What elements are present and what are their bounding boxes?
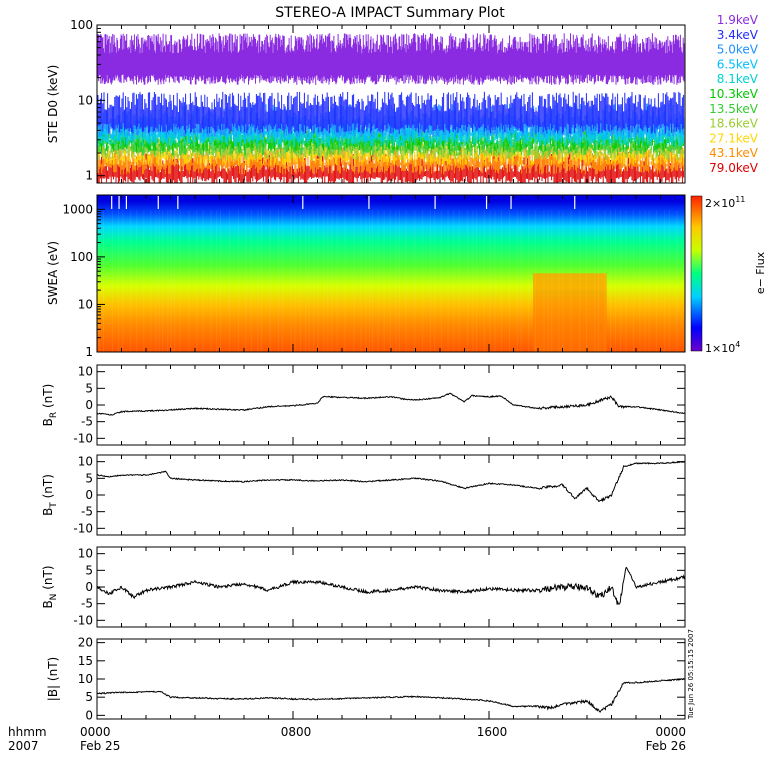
legend-43.1keV: 43.1keV <box>709 146 759 160</box>
bmag-ytick-label: 0 <box>85 708 93 722</box>
bmag-ytick-label: 20 <box>78 636 93 650</box>
bn-ytick-label: -10 <box>73 613 93 627</box>
br-panel: -10 -5 0 5 10 BR (nT) <box>41 364 686 446</box>
br-ytick-label: -5 <box>81 415 93 429</box>
br-ticks: -10 -5 0 5 10 <box>73 365 685 445</box>
legend-10.3keV: 10.3keV <box>709 87 759 101</box>
swea-ytick-label: 1000 <box>62 202 93 216</box>
br-ytick-label: 0 <box>85 398 93 412</box>
bn-ticks: -10 -5 0 5 10 <box>73 547 685 627</box>
tick-label-end: 0000 <box>655 725 686 739</box>
chart-title: STEREO-A IMPACT Summary Plot <box>275 5 505 21</box>
bn-ytick-label: 5 <box>85 563 93 577</box>
time-ticks <box>96 25 686 719</box>
br-frame <box>96 364 686 446</box>
colorbar-max-label: 2×1011 <box>705 195 745 210</box>
ste-bands <box>97 33 685 183</box>
bn-ylabel: BN (nT) <box>41 565 59 608</box>
br-ytick-label: -10 <box>73 431 93 445</box>
swea-enhancement-band <box>533 273 607 291</box>
ste-ytick-label: 10 <box>78 93 93 107</box>
legend-18.6keV: 18.6keV <box>709 117 759 131</box>
br-ytick-label: 5 <box>85 381 93 395</box>
ste-series-1.9keV <box>97 33 685 85</box>
swea-ytick-label: 10 <box>78 297 93 311</box>
legend-13.5keV: 13.5keV <box>709 102 759 116</box>
bn-line <box>96 566 686 605</box>
bn-ytick-label: 10 <box>78 547 93 561</box>
swea-panel: 1 10 100 1000 SWEA (eV) 2×1011 1×104 e− Flu… <box>46 194 767 359</box>
legend-8.1keV: 8.1keV <box>717 72 759 86</box>
bt-line <box>96 460 686 503</box>
ste-series-3.4keV <box>97 91 685 134</box>
legend-3.4keV: 3.4keV <box>717 28 759 42</box>
bt-panel: -10 -5 0 5 10 BT (nT) <box>41 454 686 536</box>
year-label: 2007 <box>8 739 39 753</box>
bmag-ticks: 0 5 10 15 20 <box>78 636 685 722</box>
swea-ylabel: SWEA (eV) <box>46 241 60 305</box>
ste-ytick-label: 1 <box>85 169 93 183</box>
hhmm-label: hhmm <box>8 725 47 739</box>
bmag-ytick-label: 5 <box>85 690 93 704</box>
legend-5.0keV: 5.0keV <box>717 43 759 57</box>
legend-27.1keV: 27.1keV <box>709 131 759 145</box>
bmag-panel: 0 5 10 15 20 |B| (nT) Tue Jun 26 05:15:15 20… <box>46 629 695 722</box>
legend-6.5keV: 6.5keV <box>717 57 759 71</box>
swea-striations <box>98 210 686 352</box>
bmag-line <box>96 677 686 713</box>
legend-1.9keV: 1.9keV <box>717 13 759 27</box>
bn-ytick-label: 0 <box>85 580 93 594</box>
bmag-frame <box>96 638 686 720</box>
bn-frame <box>96 546 686 628</box>
swea-ticks: 1 10 100 1000 <box>62 194 105 359</box>
timestamp: Tue Jun 26 05:15:15 2007 <box>687 629 695 720</box>
bt-ytick-label: 0 <box>85 488 93 502</box>
br-ylabel: BR (nT) <box>41 384 59 427</box>
date-label-start: Feb 25 <box>80 739 120 753</box>
bt-ytick-label: -5 <box>81 505 93 519</box>
ste-legend: 1.9keV3.4keV5.0keV6.5keV8.1keV10.3keV13.… <box>709 13 759 175</box>
ste-ytick-label: 100 <box>70 18 93 32</box>
br-ytick-label: 10 <box>78 365 93 379</box>
bt-ylabel: BT (nT) <box>41 474 59 516</box>
tick-label-0000: 0000 <box>80 725 111 739</box>
swea-overlay <box>98 196 686 352</box>
ste-panel: 1 10 100 STE D0 (keV) 1.9keV3.4keV5.0keV6.… <box>46 13 759 184</box>
swea-ytick-label: 1 <box>85 345 93 359</box>
ste-ylabel: STE D0 (keV) <box>46 65 60 144</box>
bn-ytick-label: -5 <box>81 597 93 611</box>
br-line <box>96 392 685 416</box>
colorbar-label: e− Flux <box>754 251 767 294</box>
date-label-end: Feb 26 <box>646 739 686 753</box>
bn-panel: -10 -5 0 5 10 BN (nT) <box>41 546 686 628</box>
bt-frame <box>96 454 686 536</box>
swea-colorbar <box>690 195 703 352</box>
legend-79.0keV: 79.0keV <box>709 161 759 175</box>
tick-label-1600: 1600 <box>477 725 508 739</box>
bmag-ytick-label: 15 <box>78 654 93 668</box>
ste-ticks: 1 10 100 <box>70 18 105 183</box>
bt-ticks: -10 -5 0 5 10 <box>73 455 685 535</box>
bt-ytick-label: 10 <box>78 455 93 469</box>
bmag-ytick-label: 10 <box>78 672 93 686</box>
tick-label-0800: 0800 <box>281 725 312 739</box>
swea-ytick-label: 100 <box>70 250 93 264</box>
colorbar-min-label: 1×104 <box>705 340 740 355</box>
bmag-ylabel: |B| (nT) <box>46 657 60 701</box>
bt-ytick-label: -10 <box>73 521 93 535</box>
bt-ytick-label: 5 <box>85 471 93 485</box>
